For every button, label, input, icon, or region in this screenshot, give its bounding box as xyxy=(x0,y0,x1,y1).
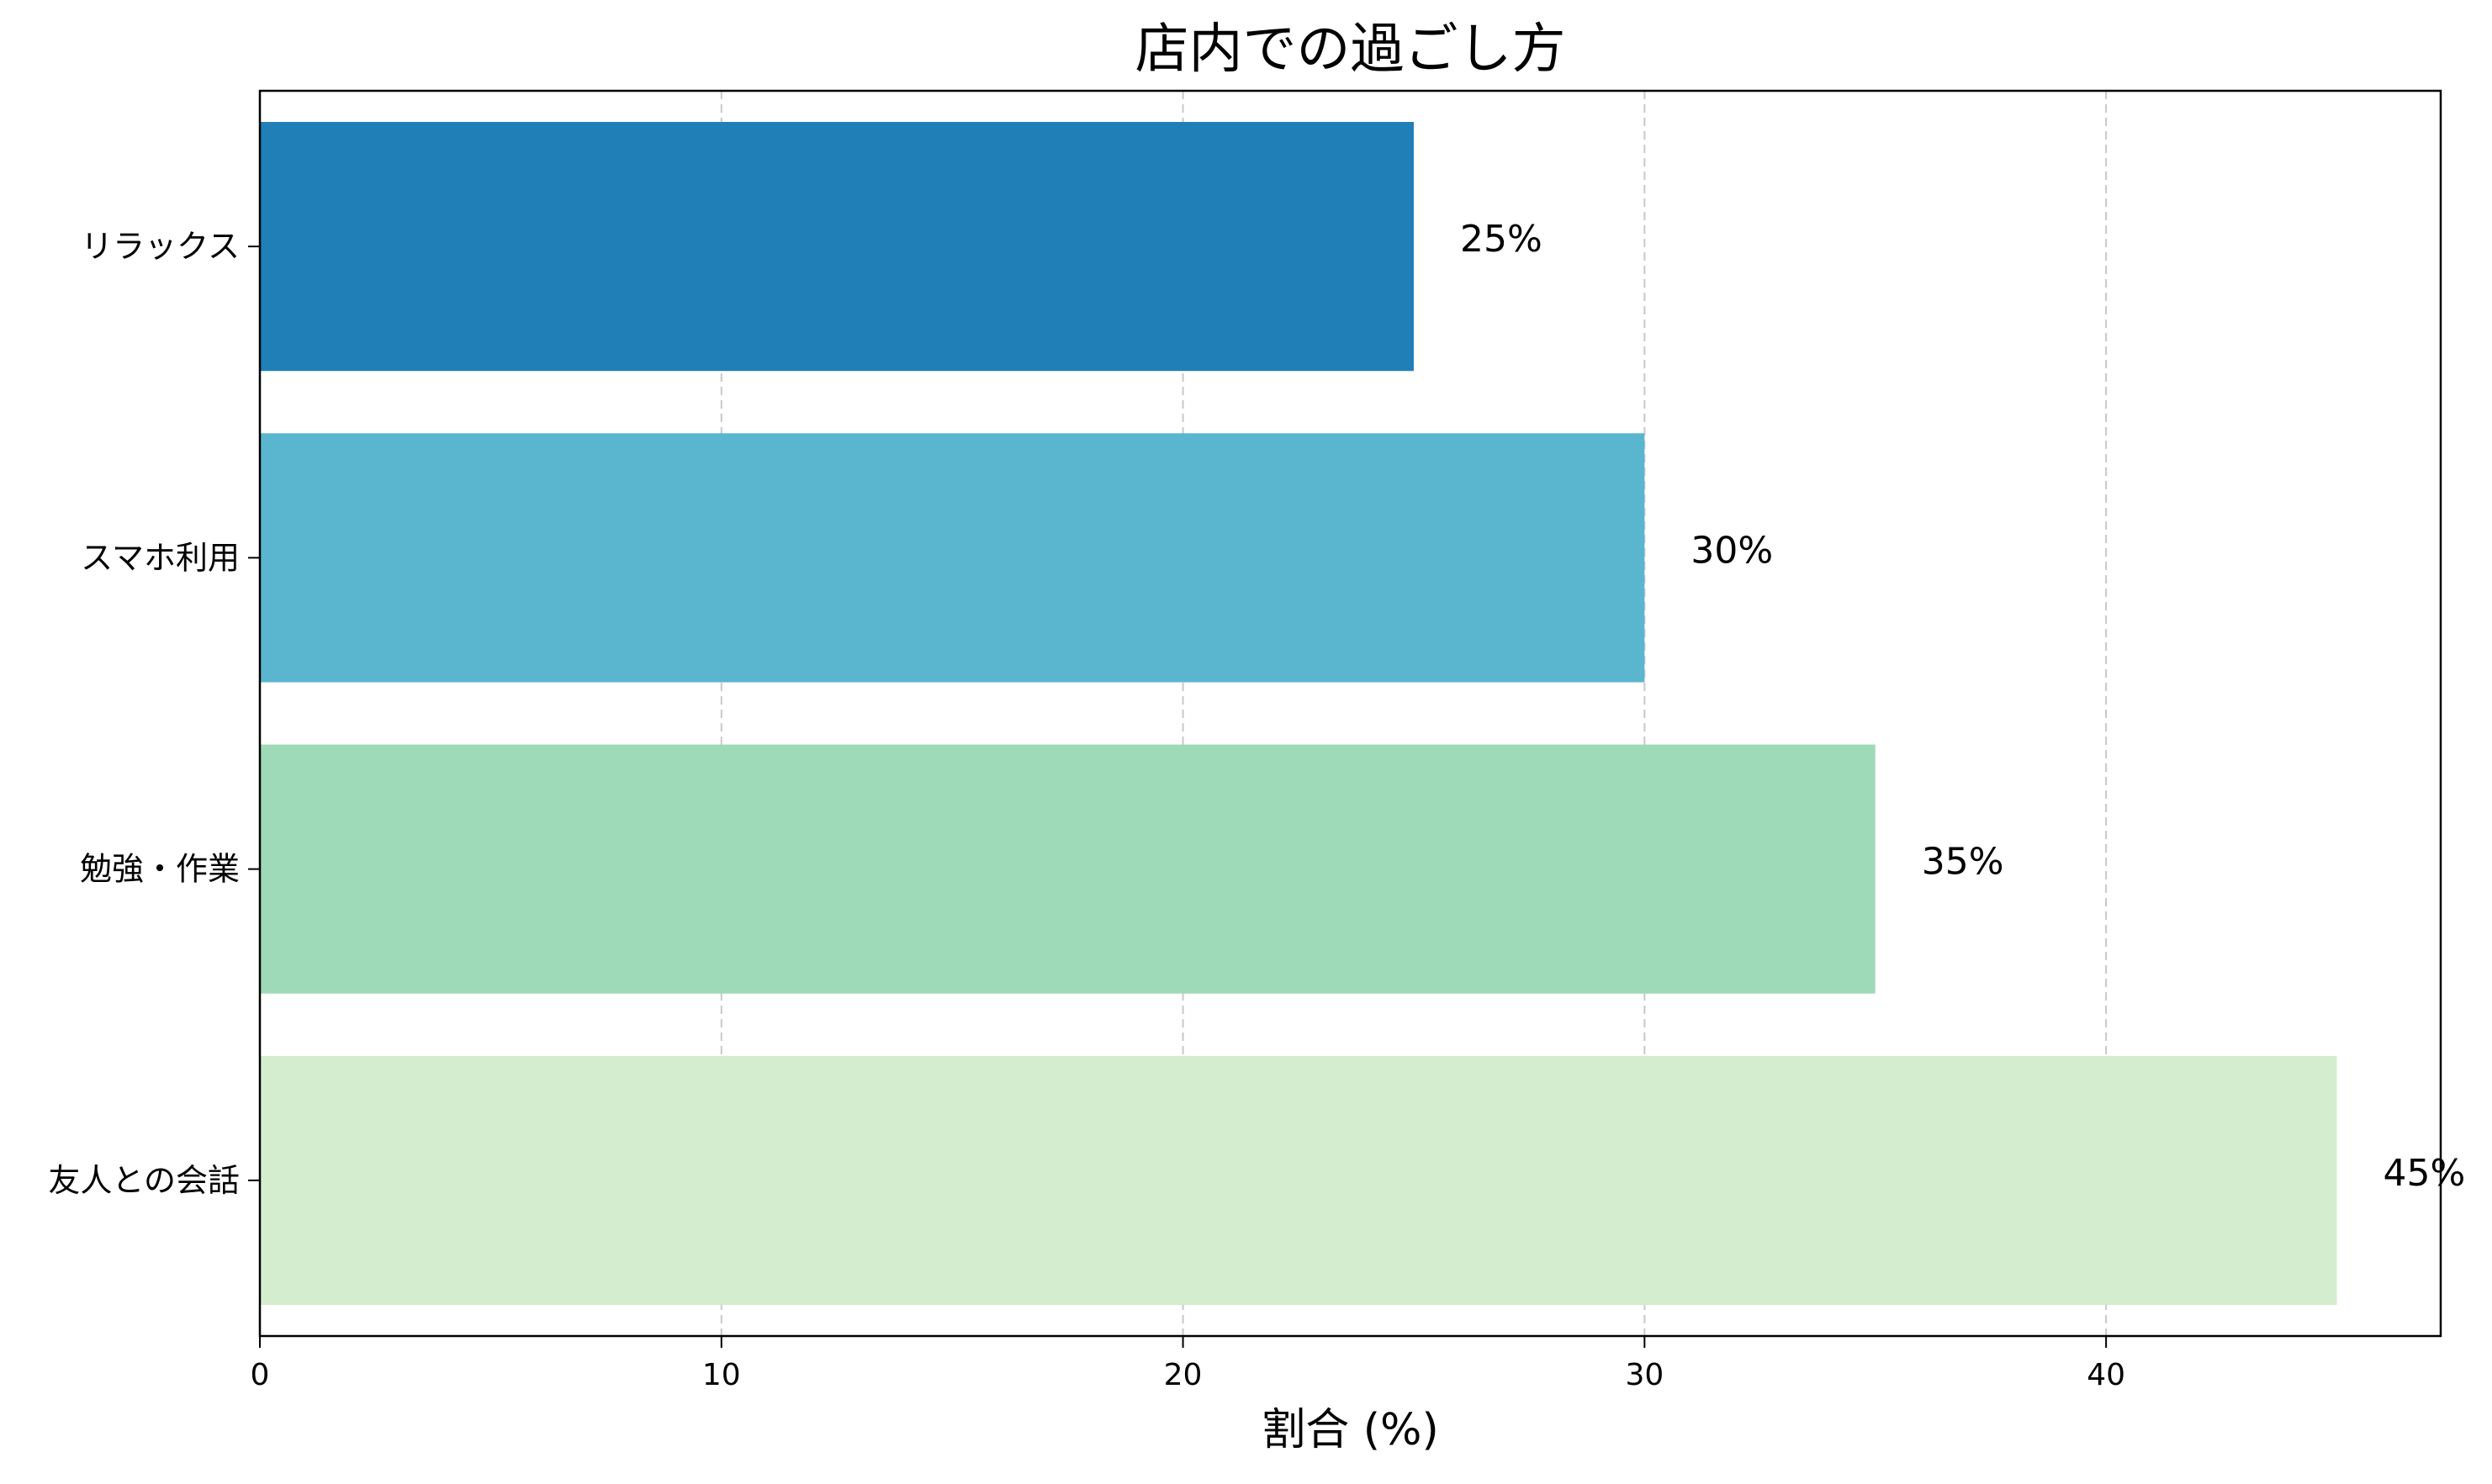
y-tick-label: 友人との会話 xyxy=(48,1162,240,1199)
x-tick-label: 40 xyxy=(2087,1358,2125,1392)
axes xyxy=(248,89,2442,1348)
x-tick-label: 10 xyxy=(702,1358,741,1392)
bar-4 xyxy=(260,1055,2337,1305)
y-tick-label: 勉強・作業 xyxy=(80,851,240,888)
chart-title: 店内での過ごし方 xyxy=(1135,18,1566,81)
bar-1 xyxy=(260,122,1414,372)
bar-value-label: 30% xyxy=(1690,529,1773,572)
bars xyxy=(260,122,2337,1305)
x-tick-label: 0 xyxy=(251,1358,270,1392)
bar-value-label: 35% xyxy=(1922,841,2004,884)
bar-value-label: 45% xyxy=(2384,1152,2466,1195)
x-axis-label: 割合 (%) xyxy=(1262,1405,1439,1455)
bar-2 xyxy=(260,433,1645,683)
y-tick-label: リラックス xyxy=(81,228,240,265)
plot-frame xyxy=(258,89,2442,1338)
bar-value-label: 25% xyxy=(1460,218,1542,261)
x-tick-label: 30 xyxy=(1625,1358,1664,1392)
x-tick-label: 20 xyxy=(1164,1358,1203,1392)
y-tick-label: スマホ利用 xyxy=(81,539,240,576)
bar-3 xyxy=(260,744,1876,994)
labels: リラックス 25% スマホ利用 30% 勉強・作業 35% 友人との会話 45% 0 10 20 30… xyxy=(48,218,2465,1392)
